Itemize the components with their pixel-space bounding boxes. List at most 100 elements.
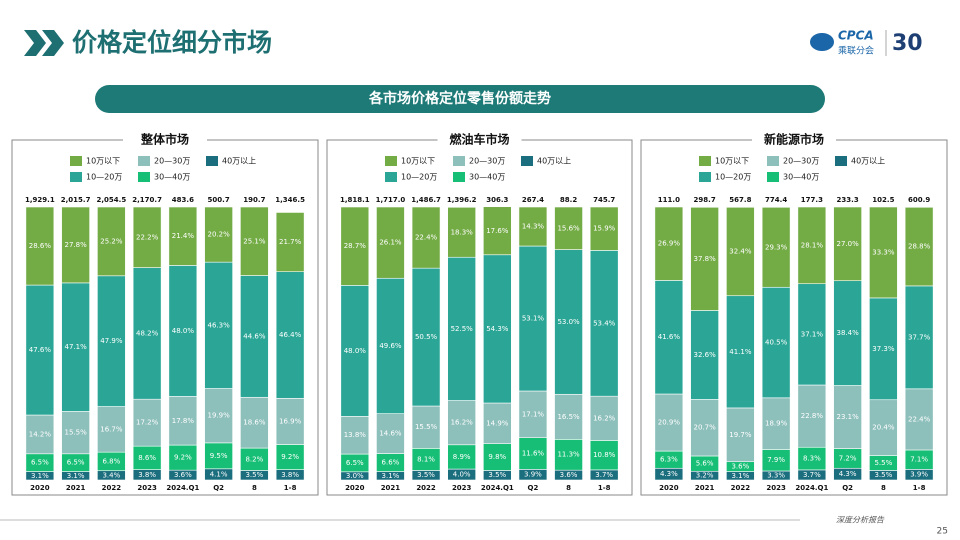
bar-segment bbox=[869, 297, 898, 401]
bar-segment bbox=[97, 406, 126, 453]
bar-segment bbox=[240, 275, 269, 398]
value-label: 3.7% bbox=[595, 471, 613, 479]
bar-segment bbox=[904, 388, 934, 451]
value-label: 54.3% bbox=[486, 325, 509, 333]
value-label: 41.6% bbox=[658, 333, 681, 341]
total-label: 2,015.7 bbox=[61, 196, 91, 204]
legend-label: 30—40万 bbox=[783, 173, 819, 182]
total-label: 102.5 bbox=[872, 196, 894, 204]
legend-label: 40万以上 bbox=[222, 157, 256, 166]
value-label: 17.8% bbox=[172, 417, 195, 425]
value-label: 9.2% bbox=[174, 454, 192, 462]
bar-segment bbox=[204, 442, 233, 470]
value-label: 7.9% bbox=[767, 456, 785, 464]
panel-title-bg bbox=[437, 132, 522, 148]
value-label: 3.7% bbox=[803, 471, 821, 479]
x-tick-label: 2021 bbox=[381, 484, 401, 492]
bar-segment bbox=[554, 249, 583, 395]
value-label: 41.1% bbox=[729, 348, 752, 356]
value-label: 18.9% bbox=[765, 420, 788, 428]
value-label: 21.4% bbox=[172, 232, 195, 240]
value-label: 7.1% bbox=[910, 456, 928, 464]
bar-segment bbox=[340, 416, 370, 455]
x-tick-label: 8 bbox=[252, 484, 257, 492]
total-label: 745.7 bbox=[593, 196, 615, 204]
legend-swatch bbox=[385, 156, 397, 166]
bar-segment bbox=[589, 440, 619, 471]
value-label: 16.2% bbox=[593, 414, 616, 422]
bar-segment bbox=[904, 285, 934, 390]
value-label: 3.2% bbox=[696, 472, 714, 480]
value-label: 20.7% bbox=[694, 424, 717, 432]
bar-segment bbox=[797, 206, 827, 285]
value-label: 46.3% bbox=[208, 321, 231, 329]
bar-segment bbox=[61, 411, 90, 455]
value-label: 17.6% bbox=[486, 227, 509, 235]
bar-segment bbox=[376, 206, 405, 279]
bar-segment bbox=[483, 206, 512, 256]
value-label: 14.9% bbox=[486, 419, 509, 427]
value-label: 4.3% bbox=[660, 470, 678, 478]
bar-segment bbox=[97, 275, 126, 407]
anniversary: 30 bbox=[892, 31, 923, 56]
bar-segment bbox=[340, 285, 370, 417]
total-label: 298.7 bbox=[694, 196, 716, 204]
x-tick-label: 2024.Q1 bbox=[481, 484, 514, 492]
value-label: 17.1% bbox=[522, 410, 545, 418]
legend-label: 10—20万 bbox=[401, 173, 437, 182]
panel-title-bg bbox=[752, 132, 836, 148]
value-label: 9.5% bbox=[210, 452, 228, 460]
panel-title: 整体市场 bbox=[140, 132, 189, 147]
value-label: 6.8% bbox=[102, 457, 120, 465]
chevron-icon bbox=[24, 30, 64, 56]
bar-segment bbox=[554, 206, 583, 250]
bar-segment bbox=[61, 206, 90, 284]
total-label: 600.9 bbox=[908, 196, 930, 204]
legend-label: 10万以下 bbox=[715, 157, 749, 166]
value-label: 47.6% bbox=[29, 346, 52, 354]
legend-swatch bbox=[767, 156, 779, 166]
value-label: 48.0% bbox=[344, 347, 367, 355]
bar-segment bbox=[275, 444, 305, 470]
bar-segment bbox=[833, 280, 862, 386]
bar-segment bbox=[204, 261, 233, 389]
total-label: 1,929.1 bbox=[25, 196, 55, 204]
value-label: 3.5% bbox=[488, 471, 506, 479]
x-tick-label: 2022 bbox=[416, 484, 436, 492]
bar-segment bbox=[483, 402, 512, 444]
bar-segment bbox=[411, 206, 441, 269]
bar-segment bbox=[869, 206, 898, 299]
value-label: 37.1% bbox=[801, 330, 824, 338]
bar-segment bbox=[833, 206, 862, 282]
bar-segment bbox=[726, 407, 755, 463]
bar-segment bbox=[340, 206, 370, 286]
x-tick-label: Q2 bbox=[213, 484, 224, 492]
value-label: 6.3% bbox=[660, 456, 678, 464]
x-tick-label: 2020 bbox=[345, 484, 365, 492]
legend-swatch bbox=[385, 172, 397, 182]
total-label: 483.6 bbox=[172, 196, 194, 204]
bar-segment bbox=[761, 286, 791, 399]
value-label: 33.3% bbox=[872, 248, 895, 256]
x-tick-label: 8 bbox=[566, 484, 571, 492]
value-label: 18.6% bbox=[243, 419, 266, 427]
total-label: 267.4 bbox=[522, 196, 544, 204]
value-label: 19.7% bbox=[729, 431, 752, 439]
value-label: 3.5% bbox=[417, 471, 435, 479]
legend-label: 10万以下 bbox=[86, 157, 120, 166]
bar-segment bbox=[761, 397, 791, 450]
legend-label: 30—40万 bbox=[154, 173, 190, 182]
value-label: 28.6% bbox=[29, 242, 52, 250]
bar-segment bbox=[690, 206, 719, 311]
bar-segment bbox=[97, 206, 126, 277]
total-label: 190.7 bbox=[243, 196, 265, 204]
bar-segment bbox=[168, 265, 198, 397]
x-tick-label: 1-8 bbox=[598, 484, 611, 492]
value-label: 22.4% bbox=[908, 415, 931, 423]
value-label: 3.6% bbox=[174, 471, 192, 479]
value-label: 50.5% bbox=[415, 333, 438, 341]
value-label: 46.4% bbox=[279, 331, 302, 339]
bar-segment bbox=[483, 443, 512, 471]
x-tick-label: 2024.Q1 bbox=[166, 484, 199, 492]
value-label: 20.2% bbox=[208, 231, 231, 239]
